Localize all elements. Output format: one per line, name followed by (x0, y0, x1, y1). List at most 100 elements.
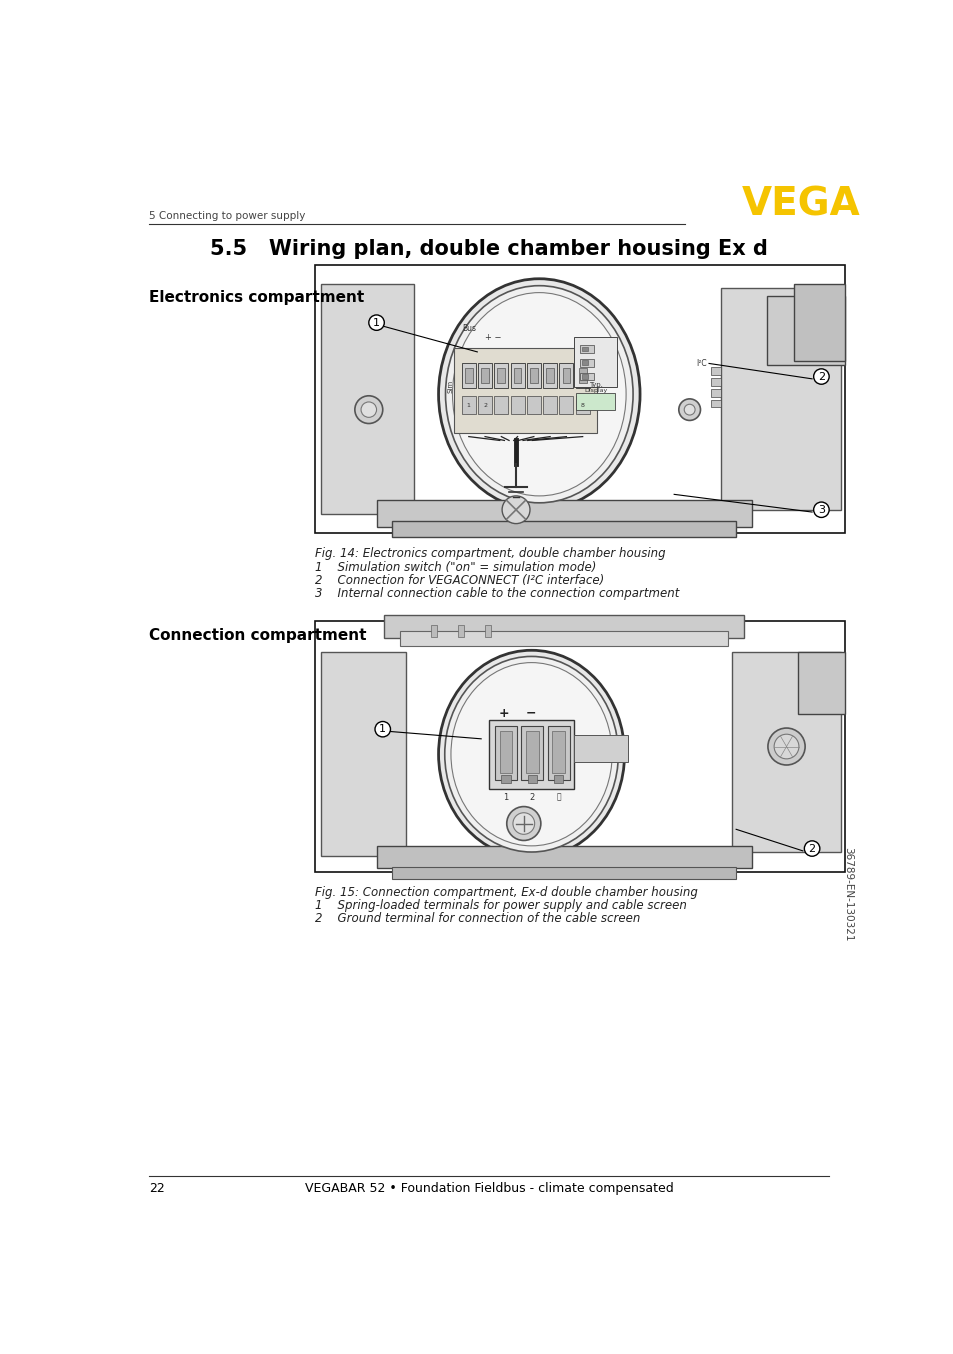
Circle shape (803, 841, 819, 856)
Bar (513, 368, 521, 383)
Bar (461, 395, 476, 414)
Text: 2    Ground terminal for connection of the cable screen: 2 Ground terminal for connection of the … (314, 913, 639, 926)
Bar (526, 395, 540, 414)
Bar (314, 621, 843, 872)
Text: VEGA: VEGA (741, 185, 860, 223)
Circle shape (506, 807, 540, 841)
Text: Sim: Sim (448, 380, 454, 393)
Bar (798, 653, 843, 714)
Bar (376, 846, 751, 868)
Bar (499, 731, 512, 773)
Bar (525, 731, 537, 773)
Bar (314, 265, 843, 533)
Bar (494, 363, 508, 389)
Bar (320, 284, 414, 513)
Text: 3    Internal connection cable to the connection compartment: 3 Internal connection cable to the conne… (314, 586, 679, 600)
Text: 36789-EN-130321: 36789-EN-130321 (841, 846, 852, 941)
Bar (558, 395, 573, 414)
Bar (527, 774, 537, 783)
Bar (542, 395, 557, 414)
Bar (581, 347, 587, 351)
Bar (484, 626, 491, 636)
Text: 1    Spring-loaded terminals for power supply and cable screen: 1 Spring-loaded terminals for power supp… (314, 899, 686, 913)
Text: 5.5   Wiring plan, double chamber housing Ex d: 5.5 Wiring plan, double chamber housing … (210, 240, 767, 260)
Bar (574, 735, 628, 762)
Bar (546, 368, 554, 383)
Text: Fig. 14: Electronics compartment, double chamber housing: Fig. 14: Electronics compartment, double… (314, 547, 664, 559)
Bar (794, 284, 843, 362)
Bar (384, 615, 743, 638)
Text: 1: 1 (503, 792, 508, 802)
Bar (457, 626, 464, 636)
Bar (399, 631, 728, 646)
Bar (494, 395, 508, 414)
Bar (510, 395, 524, 414)
Text: 1: 1 (373, 318, 379, 328)
Bar (562, 368, 570, 383)
Bar (547, 726, 569, 780)
Circle shape (813, 368, 828, 385)
Ellipse shape (445, 286, 633, 502)
Bar (521, 726, 542, 780)
Circle shape (679, 399, 700, 421)
Bar (711, 399, 720, 408)
Text: Connection compartment: Connection compartment (149, 627, 366, 643)
Text: −: − (525, 707, 536, 720)
Text: 2    Connection for VEGACONNECT (I²C interface): 2 Connection for VEGACONNECT (I²C interf… (314, 574, 603, 586)
Circle shape (369, 315, 384, 330)
Bar (558, 363, 573, 389)
Bar (554, 774, 562, 783)
Bar (320, 653, 406, 856)
Text: Typ.: Typ. (588, 382, 602, 389)
Bar (464, 368, 472, 383)
Bar (766, 295, 843, 366)
Text: 2: 2 (817, 371, 824, 382)
Bar (431, 626, 436, 636)
Bar (578, 368, 586, 383)
Bar (510, 363, 524, 389)
Bar (497, 368, 505, 383)
Bar (581, 374, 587, 379)
Circle shape (773, 734, 798, 758)
Bar (376, 500, 751, 527)
Ellipse shape (438, 650, 624, 858)
Text: + −: + − (484, 333, 500, 343)
Text: 1: 1 (466, 403, 470, 409)
Circle shape (683, 405, 695, 416)
Bar (480, 368, 488, 383)
Text: 1: 1 (379, 724, 386, 734)
Bar (575, 395, 589, 414)
Bar (500, 774, 510, 783)
Text: VEGABAR 52 • Foundation Fieldbus - climate compensated: VEGABAR 52 • Foundation Fieldbus - clima… (304, 1182, 673, 1194)
Bar (392, 521, 736, 536)
Bar (477, 395, 492, 414)
Ellipse shape (438, 279, 639, 509)
Text: 2: 2 (808, 844, 815, 853)
Bar (732, 653, 840, 853)
Bar (711, 367, 720, 375)
Bar (542, 363, 557, 389)
Text: Electronics compartment: Electronics compartment (149, 290, 363, 305)
Circle shape (813, 502, 828, 517)
Bar (454, 348, 597, 433)
Circle shape (355, 395, 382, 424)
Bar (579, 345, 594, 352)
Ellipse shape (451, 662, 612, 846)
Bar (579, 372, 594, 380)
Text: 2: 2 (482, 403, 487, 409)
Bar (530, 368, 537, 383)
Ellipse shape (444, 657, 618, 852)
Text: +: + (498, 707, 509, 720)
Bar (495, 726, 517, 780)
Circle shape (360, 402, 376, 417)
Bar (575, 363, 589, 389)
Bar (576, 393, 615, 410)
Circle shape (513, 812, 534, 834)
Text: 2: 2 (529, 792, 535, 802)
Text: Display: Display (583, 387, 607, 393)
Bar (579, 359, 594, 367)
Bar (711, 378, 720, 386)
Bar (574, 337, 617, 386)
Ellipse shape (452, 292, 625, 496)
Bar (526, 363, 540, 389)
